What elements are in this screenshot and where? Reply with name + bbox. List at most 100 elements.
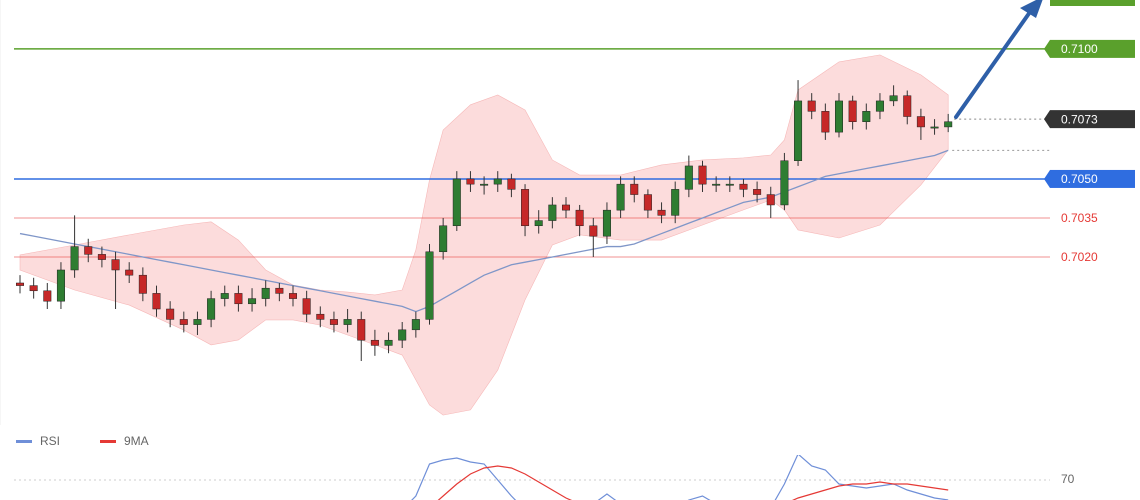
legend-swatch xyxy=(100,440,116,443)
candle-body xyxy=(275,287,284,294)
candle-body xyxy=(166,308,175,320)
candle-body xyxy=(452,178,461,227)
candle-body xyxy=(575,209,584,227)
level-label: 0.7035 xyxy=(1061,211,1098,225)
offscreen-target-tag xyxy=(1050,0,1135,6)
candle-body xyxy=(138,274,147,294)
candle-body xyxy=(398,329,407,341)
bollinger-band xyxy=(19,54,949,416)
indicator-line xyxy=(437,465,949,500)
candle-body xyxy=(425,251,434,320)
candle-body xyxy=(466,178,475,185)
candle-body xyxy=(875,100,884,112)
candle-body xyxy=(70,246,79,271)
candle-body xyxy=(725,183,734,186)
arrow-head xyxy=(1020,0,1043,18)
y-tick-label: 70 xyxy=(1061,472,1075,486)
level-tag-notch xyxy=(1044,110,1050,129)
candle-body xyxy=(357,319,366,341)
candle-body xyxy=(930,126,939,129)
candle-body xyxy=(439,225,448,253)
candle-body xyxy=(821,111,830,133)
candle-body xyxy=(739,183,748,190)
candle-body xyxy=(15,282,25,286)
indicator-line xyxy=(411,455,949,500)
arrow-shaft xyxy=(954,10,1032,119)
candle-body xyxy=(630,183,639,195)
candle-body xyxy=(411,319,420,331)
moving-average xyxy=(19,149,949,313)
candle-body xyxy=(152,293,161,310)
candle-body xyxy=(944,121,953,128)
candle-body xyxy=(766,194,775,206)
candle-body xyxy=(794,100,803,161)
ma-layer xyxy=(19,149,949,313)
candle-body xyxy=(43,290,52,302)
candle-body xyxy=(780,160,789,206)
candle-body xyxy=(698,165,707,185)
legend-label: RSI xyxy=(40,434,60,448)
levels-layer xyxy=(14,48,1050,258)
candle-body xyxy=(329,319,338,325)
candle-body xyxy=(602,209,611,237)
candles-layer xyxy=(15,80,953,362)
candle-body xyxy=(916,116,925,128)
candle-body xyxy=(493,178,502,185)
level-tag xyxy=(1050,169,1135,188)
legend-swatch xyxy=(16,440,32,443)
candle-body xyxy=(862,111,871,122)
candle-body xyxy=(370,339,379,346)
candle-body xyxy=(657,209,666,216)
candle-body xyxy=(616,183,625,211)
candle-body xyxy=(84,246,93,255)
candle-body xyxy=(97,254,106,260)
candle-body xyxy=(589,225,598,237)
candle-body xyxy=(56,269,65,302)
candle-body xyxy=(288,293,298,299)
candle-body xyxy=(889,95,898,102)
candle-body xyxy=(548,204,557,221)
candle-body xyxy=(29,285,38,292)
candle-body xyxy=(507,178,516,190)
labels-layer: 0.7100 0.7073 0.7050 0.7035 0.7020 xyxy=(1044,39,1135,264)
level-label: 0.7100 xyxy=(1061,42,1098,56)
candle-body xyxy=(684,165,693,190)
band-layer xyxy=(19,54,949,416)
candle-body xyxy=(234,293,243,305)
candle-body xyxy=(834,100,844,133)
candle-body xyxy=(712,183,721,186)
candle-body xyxy=(903,95,912,117)
candle-body xyxy=(521,189,530,227)
candle-body xyxy=(207,298,216,320)
candle-body xyxy=(193,319,202,325)
candle-body xyxy=(384,339,393,346)
candle-body xyxy=(220,293,229,299)
candle-body xyxy=(125,269,134,276)
candle-body xyxy=(561,204,571,211)
candle-body xyxy=(753,189,762,195)
candle-body xyxy=(534,220,543,227)
candle-body xyxy=(848,100,857,122)
candle-body xyxy=(643,194,652,211)
level-tag-notch xyxy=(1044,39,1050,58)
candle-body xyxy=(111,259,120,271)
level-tag xyxy=(1050,39,1135,58)
candle-body xyxy=(261,287,270,299)
candle-body xyxy=(671,189,680,216)
level-label: 0.7073 xyxy=(1061,112,1098,126)
candle-body xyxy=(316,313,325,320)
legend-label: 9MA xyxy=(124,434,149,448)
level-label: 0.7050 xyxy=(1061,172,1098,186)
candle-body xyxy=(480,183,489,186)
candle-body xyxy=(343,319,352,325)
level-tag-notch xyxy=(1044,169,1050,188)
forecast-arrow xyxy=(954,0,1043,119)
candle-body xyxy=(302,298,311,315)
level-tag xyxy=(1050,110,1135,129)
candle-body xyxy=(179,319,188,325)
rsi-lines xyxy=(411,455,949,500)
candle-body xyxy=(248,298,257,305)
level-label: 0.7020 xyxy=(1061,250,1098,264)
